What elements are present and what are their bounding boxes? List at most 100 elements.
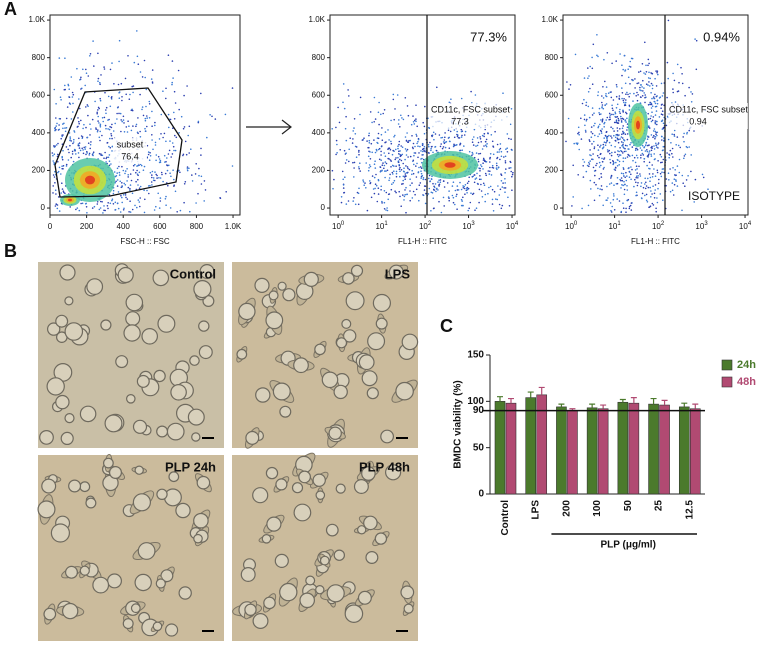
event-dot — [619, 138, 621, 140]
event-dot — [491, 198, 494, 201]
event-dot — [164, 161, 166, 163]
event-dot — [671, 133, 673, 135]
event-dot — [170, 175, 172, 178]
y-tick-label: 600 — [32, 90, 46, 99]
event-dot — [674, 169, 676, 171]
event-dot — [119, 211, 122, 213]
event-dot — [173, 178, 175, 181]
event-dot — [77, 143, 80, 145]
event-dot — [618, 200, 621, 202]
cell — [155, 578, 166, 589]
event-dot — [625, 111, 627, 114]
y-tick-label: 50 — [473, 442, 485, 453]
event-dot — [72, 102, 74, 105]
event-dot — [359, 113, 361, 116]
event-dot — [443, 139, 446, 141]
event-dot — [593, 199, 596, 202]
event-dot — [669, 190, 672, 193]
event-dot — [649, 117, 652, 120]
event-dot — [381, 200, 383, 203]
event-dot — [672, 91, 674, 94]
event-dot — [688, 86, 690, 89]
event-dot — [650, 153, 652, 156]
event-dot — [578, 148, 580, 151]
event-dot — [129, 187, 131, 190]
cell — [374, 532, 388, 545]
event-dot — [159, 197, 162, 199]
event-dot — [146, 117, 148, 119]
event-dot — [99, 139, 101, 142]
event-dot — [602, 204, 604, 207]
event-dot — [403, 199, 405, 201]
event-dot — [592, 158, 594, 161]
event-dot — [89, 123, 91, 125]
event-dot — [357, 203, 360, 206]
event-dot — [412, 159, 415, 162]
event-dot — [437, 189, 439, 191]
y-tick-label: 1.0K — [542, 15, 559, 24]
x-axis-label: FL1-H :: FITC — [631, 237, 680, 246]
event-dot — [430, 178, 433, 181]
event-dot — [601, 106, 603, 109]
event-dot — [647, 177, 649, 180]
event-dot — [653, 128, 656, 130]
event-dot — [651, 111, 653, 113]
event-dot — [55, 125, 57, 127]
event-dot — [444, 141, 447, 144]
event-dot — [602, 146, 605, 148]
event-dot — [442, 146, 445, 148]
event-dot — [627, 93, 629, 96]
event-dot — [589, 87, 591, 90]
x-tick-label: 104 — [739, 221, 752, 232]
event-dot — [99, 81, 101, 84]
event-dot — [68, 96, 71, 98]
cell — [134, 465, 144, 475]
event-dot — [448, 190, 450, 192]
cell — [130, 603, 141, 614]
event-dot — [65, 146, 68, 148]
event-dot — [188, 125, 191, 128]
event-dot — [614, 112, 617, 115]
event-dot — [376, 200, 379, 203]
event-dot — [116, 179, 119, 181]
event-dot — [99, 97, 101, 100]
event-dot — [474, 209, 476, 211]
event-dot — [108, 160, 111, 162]
event-dot — [603, 126, 605, 128]
event-dot — [656, 70, 659, 72]
event-dot — [643, 87, 645, 89]
event-dot — [634, 78, 636, 80]
event-dot — [498, 148, 501, 151]
event-dot — [438, 179, 440, 181]
event-dot — [428, 174, 431, 177]
corner-label: 77.3% — [470, 29, 507, 44]
event-dot — [69, 103, 72, 105]
event-dot — [379, 166, 382, 168]
event-dot — [675, 174, 677, 176]
event-dot — [678, 158, 681, 161]
event-dot — [92, 154, 94, 157]
event-dot — [651, 72, 653, 75]
event-dot — [59, 118, 62, 120]
event-dot — [610, 177, 612, 179]
event-dot — [114, 208, 117, 211]
event-dot — [487, 132, 489, 134]
event-dot — [340, 201, 343, 204]
event-dot — [591, 56, 593, 59]
event-dot — [380, 113, 382, 116]
event-dot — [136, 30, 138, 32]
event-dot — [92, 152, 94, 155]
cell — [123, 324, 141, 342]
event-dot — [178, 132, 180, 134]
event-dot — [111, 198, 114, 200]
event-dot — [456, 130, 459, 133]
event-dot — [645, 199, 648, 202]
event-dot — [621, 97, 623, 100]
event-dot — [592, 43, 595, 46]
event-dot — [485, 161, 488, 163]
event-dot — [123, 131, 126, 133]
event-dot — [646, 150, 649, 153]
event-dot — [600, 176, 603, 178]
event-dot — [475, 152, 478, 154]
event-dot — [383, 190, 386, 192]
